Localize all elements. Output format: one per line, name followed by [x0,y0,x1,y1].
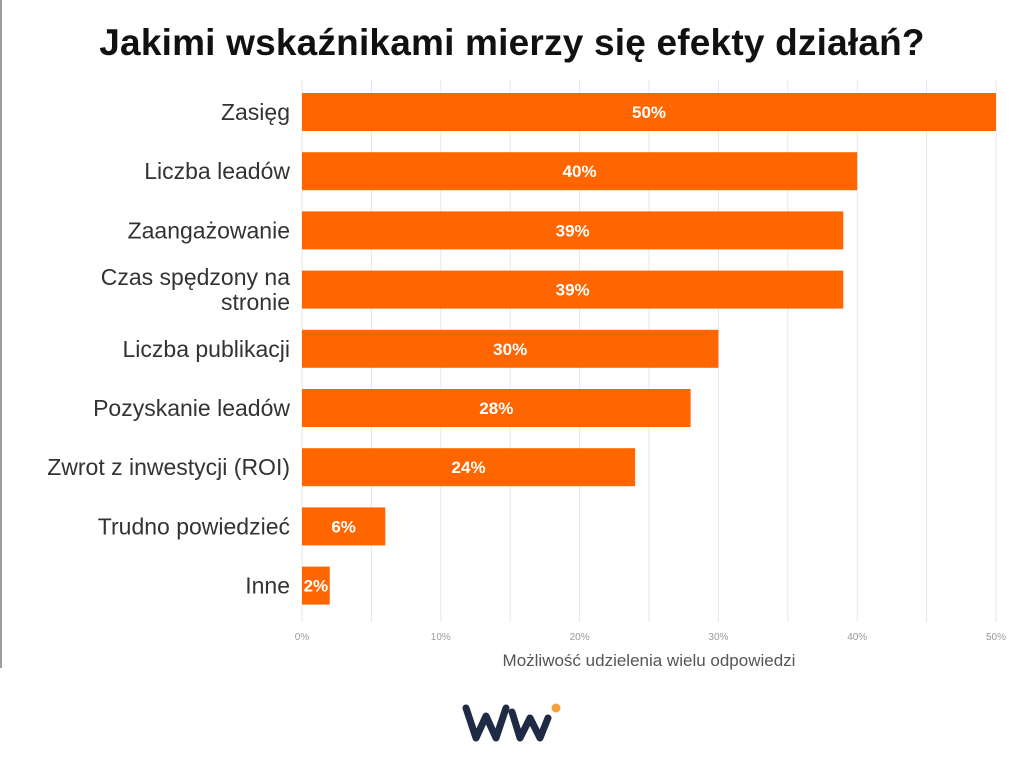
x-tick-label: 40% [847,632,867,643]
category-label: Pozyskanie leadów [93,395,290,421]
x-axis-title: Możliwość udzielenia wielu odpowiedzi [503,651,796,670]
bar-value-label: 39% [556,281,590,300]
category-label-line: Pozyskanie leadów [93,395,290,421]
x-tick-label: 0% [295,632,310,643]
category-label-line: Zasięg [221,99,290,125]
bars-layer [302,93,996,605]
x-tick-label: 30% [708,632,728,643]
bar-value-label: 2% [304,577,329,596]
category-label: Czas spędzony na stronie [101,264,290,315]
bar [302,507,386,546]
bar [302,270,844,309]
logo-mark-left [462,704,510,742]
category-label: Zasięg [221,99,290,125]
bar-value-label: 40% [563,162,597,181]
category-label-line: Zaangażowanie [128,217,290,243]
chart-area: 50% Zasięg 40% Liczba leadów 39% Zaangażowani… [47,80,1006,670]
bar-value-label: 50% [632,103,666,122]
category-label-line: Trudno powiedzieć [98,513,290,539]
category-label-line: Liczba publikacji [123,336,290,362]
chart-title: Jakimi wskaźnikami mierzy się efekty dzi… [99,22,925,63]
bar-value-label: 6% [331,517,356,536]
category-label-line: Czas spędzony na [101,264,290,290]
bar [302,389,691,427]
brand-logo [462,703,561,742]
bar [302,566,330,605]
x-tick-label: 20% [570,632,590,643]
category-label: Liczba publikacji [123,336,290,362]
bar [302,448,636,487]
category-label: Zwrot z inwestycji (ROI) [47,454,290,480]
bar [302,329,719,368]
x-tick-label: 10% [431,632,451,643]
bar [302,93,996,131]
category-label: Inne [245,573,290,599]
bar-value-label: 30% [493,340,527,359]
bar-value-label: 28% [479,399,513,418]
category-label: Liczba leadów [144,158,290,184]
x-tick-label: 50% [986,632,1006,643]
bar [302,211,844,250]
left-border-line [0,0,2,668]
category-label-line: Zwrot z inwestycji (ROI) [47,454,290,480]
category-label-line: Liczba leadów [144,158,290,184]
logo-mark-right [508,708,552,742]
bar [302,152,858,191]
logo-dot [551,703,561,713]
bar-value-label: 24% [452,458,486,477]
category-label-line: Inne [245,573,290,599]
labels-layer: 50% Zasięg 40% Liczba leadów 39% Zaangażowani… [47,99,666,599]
bar-value-label: 39% [556,221,590,240]
category-label-line: stronie [221,289,290,315]
category-label: Trudno powiedzieć [98,513,290,539]
ticks-layer: 0% 10% 20% 30% 40% 50% [295,632,1006,643]
category-label: Zaangażowanie [128,217,290,243]
